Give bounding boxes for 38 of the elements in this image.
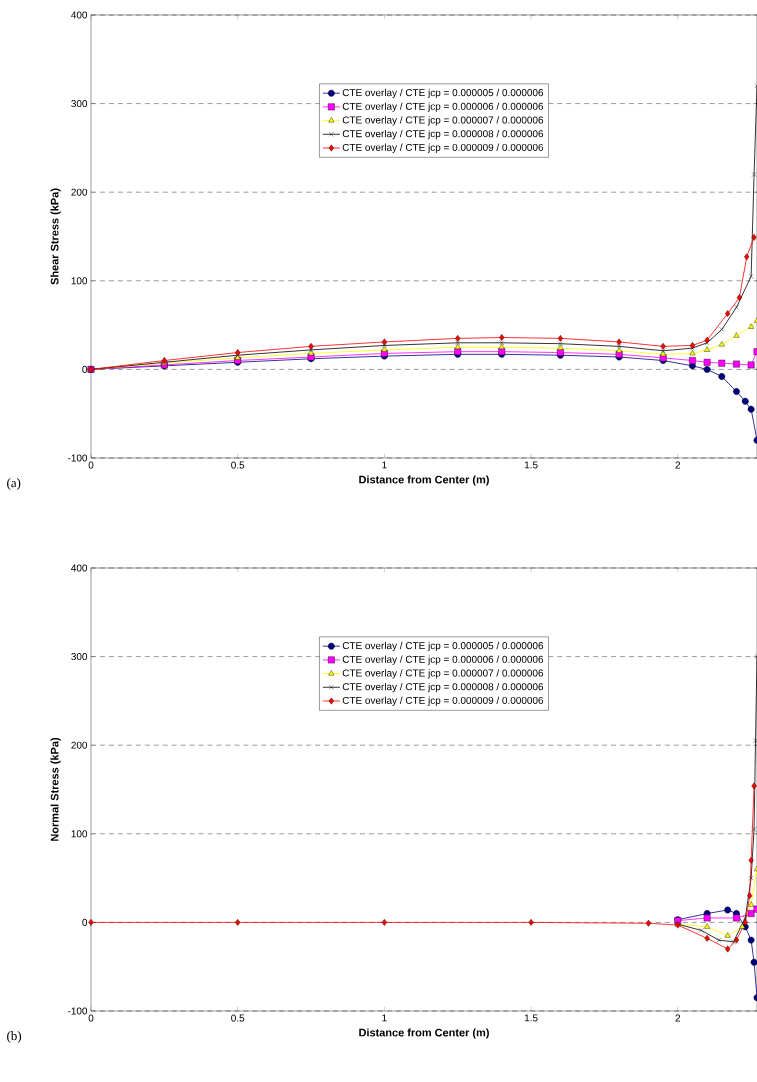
x-tick-label: 1.5 (524, 1014, 538, 1022)
legend-label: CTE overlay / CTE jcp = 0.000008 / 0.000006 (342, 682, 544, 693)
x-tick-label: 1 (382, 461, 387, 469)
y-tick-label: 100 (71, 830, 88, 838)
x-tick-label: 1.5 (524, 461, 538, 469)
text: (a) (7, 478, 21, 490)
legend-label: CTE overlay / CTE jcp = 0.000005 / 0.000006 (342, 88, 544, 99)
y-tick-label: 200 (71, 741, 88, 749)
y-tick-label: -100 (67, 1007, 88, 1015)
x-tick-label: 2 (675, 461, 681, 469)
x-tick-label: 0.5 (231, 461, 245, 469)
y-axis-title: Shear Stress (kPa) (50, 188, 61, 285)
y-tick-label: 400 (71, 11, 88, 19)
legend-label: CTE overlay / CTE jcp = 0.000006 / 0.000006 (342, 655, 544, 665)
y-tick-label: 0 (82, 365, 88, 373)
y-tick-label: 300 (71, 653, 88, 661)
x-axis-title: Distance from Center (m) (359, 475, 489, 486)
text: (b) (7, 1031, 22, 1043)
legend-label: CTE overlay / CTE jcp = 0.000006 / 0.000006 (342, 102, 544, 112)
y-tick-label: 100 (71, 277, 88, 285)
x-tick-label: 0.5 (231, 1014, 245, 1022)
y-tick-label: 0 (82, 918, 88, 926)
legend-label: CTE overlay / CTE jcp = 0.000009 / 0.000006 (342, 143, 544, 153)
legend-label: CTE overlay / CTE jcp = 0.000009 / 0.000006 (342, 696, 544, 706)
legend-label: CTE overlay / CTE jcp = 0.000008 / 0.000006 (342, 129, 544, 140)
y-tick-label: 200 (71, 188, 88, 196)
x-tick-label: 0 (88, 1014, 94, 1022)
legend-label: CTE overlay / CTE jcp = 0.000007 / 0.000006 (342, 116, 544, 126)
x-tick-label: 0 (88, 461, 94, 469)
x-tick-label: 1 (382, 1014, 387, 1022)
x-tick-label: 2 (675, 1014, 681, 1022)
y-tick-label: -100 (67, 454, 88, 462)
y-tick-label: 400 (71, 564, 88, 572)
y-axis-title: Normal Stress (kPa) (50, 737, 61, 841)
legend-label: CTE overlay / CTE jcp = 0.000005 / 0.000006 (342, 641, 544, 652)
x-axis-title: Distance from Center (m) (359, 1028, 489, 1039)
legend-label: CTE overlay / CTE jcp = 0.000007 / 0.000006 (342, 669, 544, 679)
y-tick-label: 300 (71, 100, 88, 108)
